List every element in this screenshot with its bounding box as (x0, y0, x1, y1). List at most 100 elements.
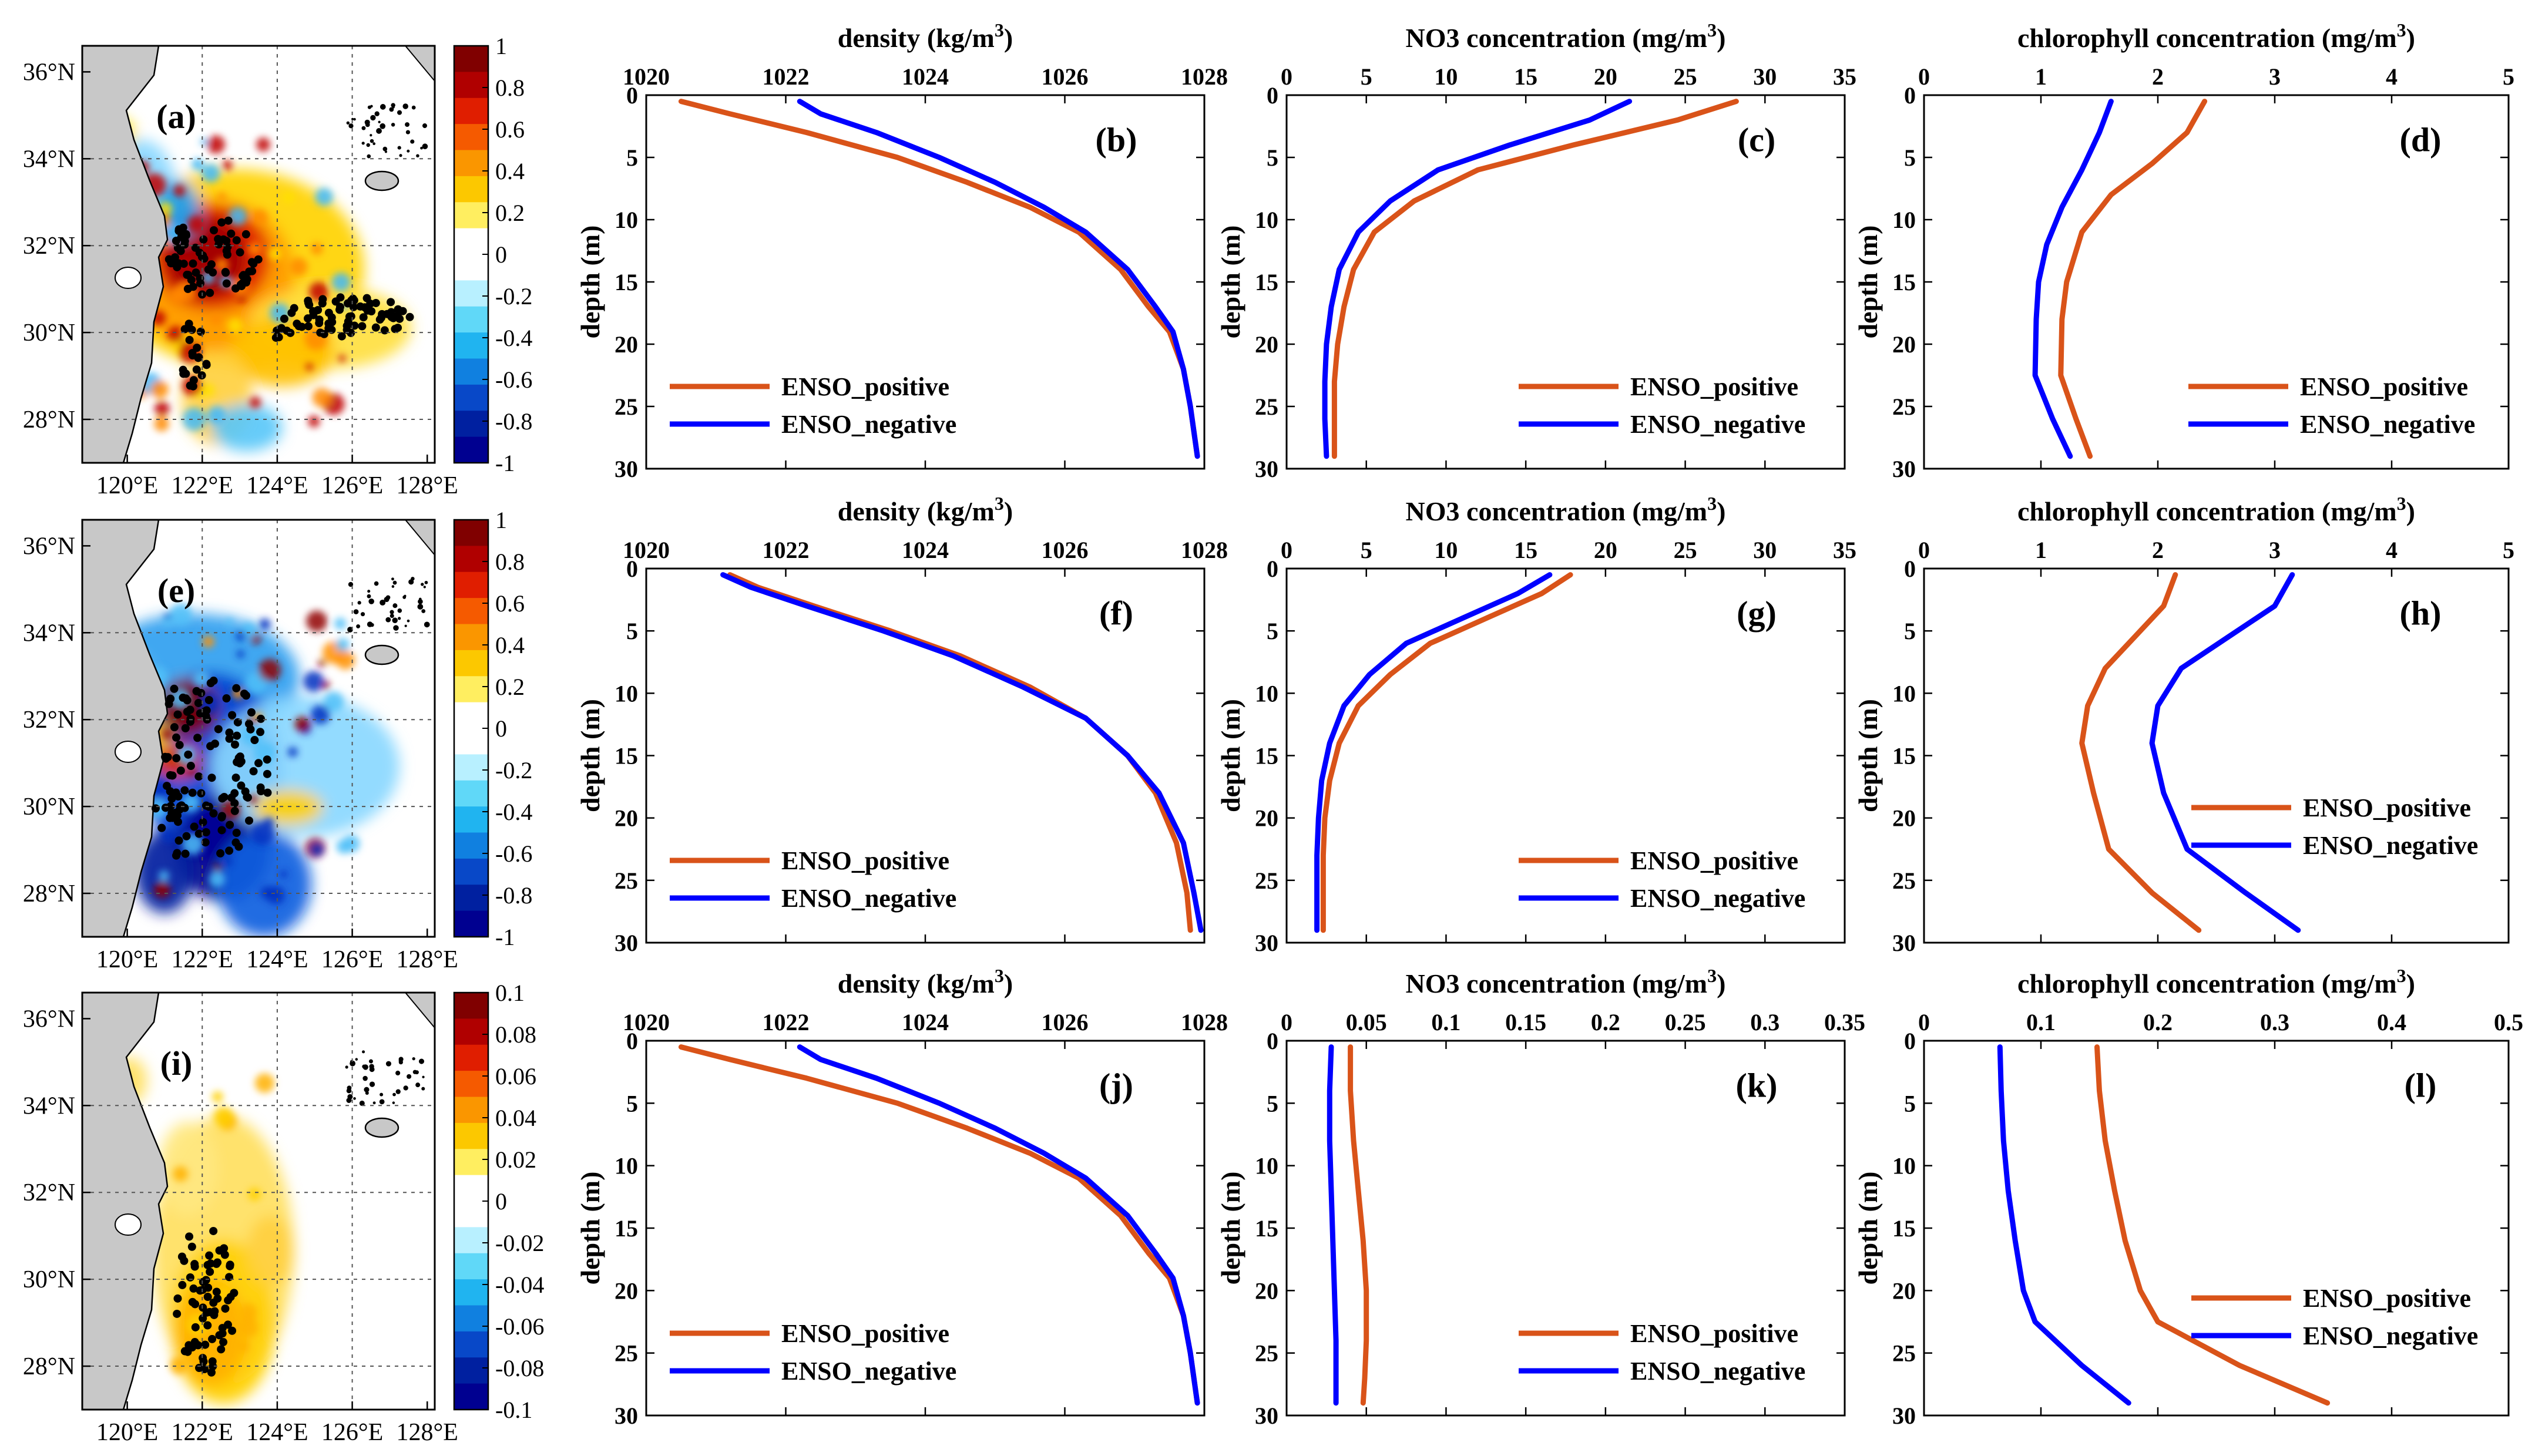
sample-dot (297, 322, 306, 331)
island-speck (395, 1070, 401, 1076)
field-speckle (162, 729, 173, 739)
island-speck (390, 610, 394, 614)
legend-label: ENSO_negative (1630, 410, 1805, 439)
sample-dot (217, 218, 226, 227)
island-speck (364, 1087, 370, 1092)
colorbar-tick-label: -0.8 (495, 882, 532, 909)
sample-dot (184, 1341, 193, 1350)
sample-dot (277, 324, 286, 332)
sample-dot (210, 226, 219, 235)
sample-dot (194, 353, 203, 362)
land-china (82, 46, 169, 463)
island-speck (367, 105, 372, 109)
lon-tick-label: 128°E (397, 1419, 458, 1446)
sample-dot (183, 284, 192, 293)
sample-dot (209, 1226, 218, 1235)
x-tick-label: 5 (2503, 537, 2514, 563)
y-tick-label: 20 (615, 331, 638, 358)
colorbar-swatch (454, 993, 488, 1020)
island-speck (418, 598, 423, 604)
sample-dot (371, 323, 380, 332)
sample-dot (231, 838, 240, 847)
island-speck (407, 149, 410, 153)
y-tick-label: 0 (626, 82, 638, 109)
panel-label: (k) (1736, 1067, 1778, 1105)
sample-dot (151, 804, 160, 813)
legend-label: ENSO_positive (2300, 372, 2468, 401)
sample-dot (184, 750, 193, 759)
y-axis-label: depth (m) (1216, 1172, 1245, 1285)
y-axis-label: depth (m) (1853, 1172, 1883, 1285)
island-speck (353, 609, 359, 614)
chart-title: density (kg/m3) (838, 19, 1013, 53)
lat-tick-label: 28°N (23, 880, 75, 907)
lon-tick-label: 126°E (321, 1419, 383, 1446)
island-speck (422, 143, 428, 150)
y-tick-label: 0 (1904, 556, 1916, 582)
y-tick-label: 10 (1892, 1153, 1916, 1179)
chart-title-main: NO3 concentration (mg/m (1406, 969, 1708, 998)
colorbar-tick-label: -0.2 (495, 757, 532, 784)
island-speck (424, 580, 428, 584)
y-tick-label: 5 (1267, 144, 1278, 171)
sample-dot (375, 315, 384, 324)
chart-k: 0 0.05 0.1 0.15 0.2 0.25 0.3 0.35 0 5 10 15 20 25 30 NO… (1216, 965, 1865, 1429)
sample-dot (209, 1299, 218, 1307)
y-tick-label: 25 (615, 867, 638, 894)
field-speckle (226, 618, 234, 626)
x-tick-label: 1020 (623, 537, 670, 563)
field-blob (211, 404, 282, 451)
x-tick-label: 0.3 (1750, 1009, 1779, 1035)
field-speckle (222, 160, 233, 170)
sample-dot (170, 723, 179, 732)
colorbar-swatch (454, 306, 488, 334)
x-tick-label: 3 (2269, 537, 2281, 563)
y-tick-label: 15 (1255, 743, 1278, 769)
sample-dot (237, 781, 246, 790)
panel-label: (f) (1099, 594, 1133, 633)
sample-dot (241, 230, 250, 238)
field-speckle (247, 1188, 261, 1201)
island-speck (368, 598, 375, 604)
chart-title-end: ) (1717, 496, 1725, 526)
island-speck (393, 625, 399, 631)
y-tick-label: 5 (1904, 1090, 1916, 1117)
colorbar-swatch (454, 46, 488, 73)
colorbar-tick-label: -0.4 (495, 325, 532, 351)
colorbar-tick-label: -0.4 (495, 799, 532, 825)
field-speckle (259, 618, 271, 630)
island-speck (411, 105, 416, 110)
sample-dot (185, 335, 194, 344)
sample-dot (189, 382, 197, 391)
series-line-ENSO_positive (1331, 99, 1739, 459)
map-panel-i: 36°N 34°N 32°N 30°N 28°N 120°E 122°E 124°E 126°E… (23, 980, 544, 1446)
field-speckle (173, 184, 186, 197)
y-tick-label: 15 (1892, 1215, 1916, 1242)
field-speckle (154, 401, 170, 416)
x-tick-label: 1020 (623, 63, 670, 90)
lat-tick-label: 36°N (23, 59, 75, 86)
legend-label: ENSO_negative (2303, 1322, 2478, 1350)
sample-dot (172, 788, 180, 797)
island-speck (392, 580, 397, 585)
colorbar-tick-label: 1 (495, 507, 507, 533)
x-tick-label: 1024 (902, 537, 949, 563)
sample-dot (304, 322, 313, 331)
sample-dot (180, 325, 189, 334)
colorbar-swatch (454, 910, 488, 937)
x-tick-label: 1026 (1042, 1009, 1089, 1035)
y-tick-label: 0 (626, 1028, 638, 1054)
legend-label: ENSO_positive (1630, 1319, 1798, 1348)
y-tick-label: 25 (1892, 867, 1916, 894)
field-speckle (306, 610, 328, 632)
y-tick-label: 25 (1892, 394, 1916, 420)
taihu-lake (115, 1213, 142, 1236)
chart-title-sup: 3 (2397, 19, 2406, 41)
sample-dot (208, 1334, 217, 1343)
colorbar: 0.1 0.08 0.06 0.04 0.02 0 -0.02 -0.04 -0.06 -0.08… (453, 980, 544, 1423)
field-speckle (247, 241, 262, 256)
island-speck (392, 1101, 395, 1104)
island-speck (407, 1074, 412, 1079)
island-speck (398, 617, 401, 620)
sample-dot (247, 258, 256, 267)
